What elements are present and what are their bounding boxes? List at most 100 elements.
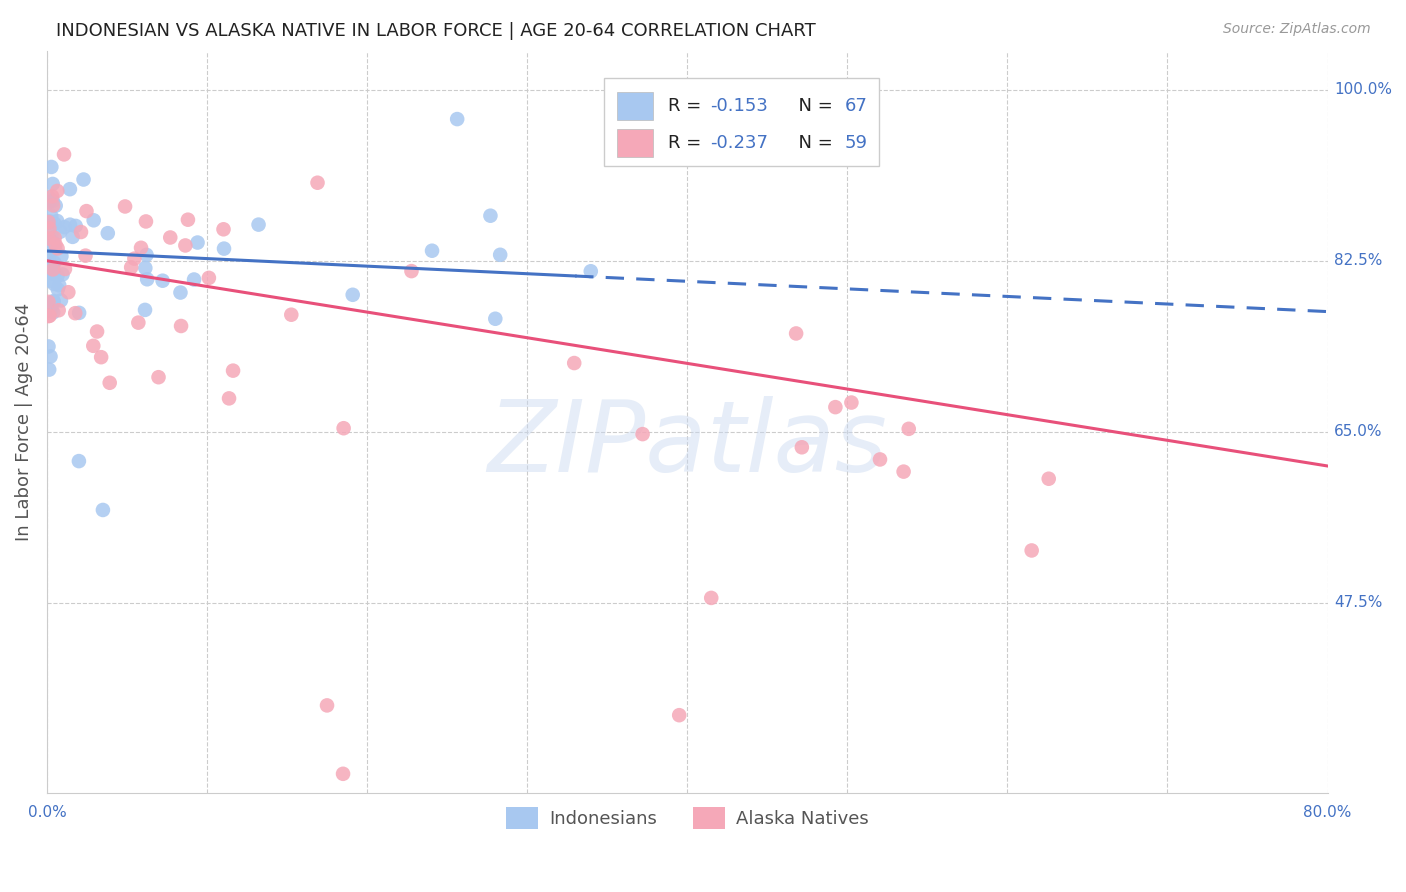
Point <box>42 305 65 319</box>
Point <box>479 209 502 223</box>
Point <box>869 452 891 467</box>
Point <box>218 392 240 406</box>
Point <box>152 274 174 288</box>
Point <box>41 177 63 191</box>
Point <box>183 272 205 286</box>
Point <box>38 362 60 376</box>
Point <box>824 400 846 414</box>
Point <box>37 339 59 353</box>
Point <box>58 285 80 300</box>
Point <box>41 189 63 203</box>
Point <box>790 440 813 454</box>
Point <box>91 503 114 517</box>
Point <box>42 260 65 274</box>
Text: 82.5%: 82.5% <box>1334 253 1382 268</box>
Text: R =: R = <box>668 96 707 115</box>
Point <box>38 221 60 235</box>
Point <box>38 260 60 275</box>
Text: INDONESIAN VS ALASKA NATIVE IN LABOR FORCE | AGE 20-64 CORRELATION CHART: INDONESIAN VS ALASKA NATIVE IN LABOR FOR… <box>56 22 815 40</box>
Point <box>42 293 65 308</box>
Point <box>187 235 209 250</box>
Point <box>37 249 59 263</box>
Point <box>342 287 364 301</box>
Point <box>37 309 59 323</box>
Point <box>307 176 329 190</box>
Point <box>579 264 602 278</box>
Point <box>37 215 59 229</box>
Point <box>124 252 146 266</box>
Point <box>44 242 66 256</box>
Point <box>668 708 690 723</box>
Point <box>841 395 863 409</box>
Point <box>134 302 156 317</box>
Text: R =: R = <box>668 134 707 152</box>
Point <box>83 213 105 227</box>
Point <box>174 238 197 252</box>
Point <box>280 308 302 322</box>
Point <box>67 306 90 320</box>
Point <box>65 306 87 320</box>
Point <box>37 294 59 309</box>
Text: Source: ZipAtlas.com: Source: ZipAtlas.com <box>1223 22 1371 37</box>
Point <box>48 303 70 318</box>
Point <box>70 225 93 239</box>
Point <box>159 230 181 244</box>
Point <box>67 454 90 468</box>
Point <box>332 421 354 435</box>
Point <box>49 225 72 239</box>
Point <box>44 237 66 252</box>
Point <box>42 267 65 281</box>
Point <box>177 212 200 227</box>
Point <box>446 112 468 127</box>
Point <box>897 422 920 436</box>
Text: ZIPatlas: ZIPatlas <box>488 396 887 492</box>
Point <box>59 218 82 232</box>
Point <box>98 376 121 390</box>
Point <box>893 465 915 479</box>
Point <box>170 318 193 333</box>
Point <box>38 195 60 210</box>
Point <box>41 302 63 317</box>
Point <box>42 235 65 250</box>
Point <box>46 214 69 228</box>
Text: 0.0%: 0.0% <box>28 805 66 820</box>
Point <box>37 190 59 204</box>
Point <box>135 248 157 262</box>
Point <box>489 248 512 262</box>
Point <box>1038 472 1060 486</box>
Point <box>53 147 76 161</box>
Point <box>247 218 270 232</box>
Point <box>72 172 94 186</box>
Point <box>48 278 70 293</box>
Point <box>53 220 76 235</box>
Point <box>700 591 723 605</box>
Text: 100.0%: 100.0% <box>1334 82 1392 97</box>
Point <box>65 219 87 233</box>
Point <box>53 262 76 277</box>
Point <box>120 260 142 275</box>
Text: 65.0%: 65.0% <box>1334 425 1382 439</box>
FancyBboxPatch shape <box>617 128 652 157</box>
Point <box>198 271 221 285</box>
Legend: Indonesians, Alaska Natives: Indonesians, Alaska Natives <box>498 800 876 837</box>
Point <box>41 160 63 174</box>
Point <box>316 698 339 713</box>
Point <box>38 309 60 323</box>
Point <box>97 226 120 240</box>
Text: -0.237: -0.237 <box>710 134 768 152</box>
Point <box>46 268 69 283</box>
Point <box>38 301 60 316</box>
Point <box>39 209 62 223</box>
Point <box>45 199 67 213</box>
Point <box>148 370 170 384</box>
Point <box>114 199 136 213</box>
Point <box>41 194 63 208</box>
Point <box>37 246 59 260</box>
Point <box>39 274 62 288</box>
Point <box>49 293 72 308</box>
Point <box>46 282 69 296</box>
Point <box>37 233 59 247</box>
Y-axis label: In Labor Force | Age 20-64: In Labor Force | Age 20-64 <box>15 303 32 541</box>
Point <box>42 277 65 291</box>
Point <box>129 241 152 255</box>
